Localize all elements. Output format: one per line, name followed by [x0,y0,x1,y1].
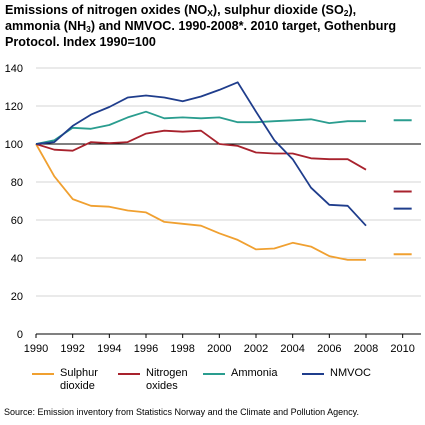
legend: Sulphur dioxide Nitrogen oxides Ammonia NMVOC [0,367,425,401]
x-tick-label: 1996 [134,343,158,355]
y-tick-label: 0 [17,329,23,341]
legend-label: Sulphur dioxide [60,367,98,393]
legend-swatch [302,373,324,375]
x-tick-label: 2008 [354,343,378,355]
legend-item-nitrogen-oxides: Nitrogen oxides [118,367,188,393]
title-line-3: Protocol. Index 1990=100 [5,35,156,49]
legend-label-line: NMVOC [330,367,371,379]
legend-label-line: dioxide [60,380,95,392]
legend-label: Nitrogen oxides [146,367,188,393]
series-line-nmvoc [35,81,367,227]
legend-label-line: Sulphur [60,367,98,379]
y-axis-ticks: 0 20 40 60 80 100 120 140 [5,63,23,341]
x-tick-label: 1998 [170,343,194,355]
legend-swatch [32,373,54,375]
gridlines [36,67,421,335]
legend-label: Ammonia [231,367,277,380]
x-axis-ticks: 1990 1992 1994 1996 1998 2000 2002 2004 2006 2008… [24,334,415,355]
legend-label-line: Ammonia [231,367,278,379]
title-line-1: Emissions of nitrogen oxides (NOX), sulp… [5,3,357,18]
x-tick-label: 2004 [280,343,304,355]
y-tick-label: 120 [5,101,23,113]
legend-swatch [203,373,225,375]
target-markers [393,119,412,256]
legend-label-line: Nitrogen [146,367,188,379]
x-tick-label: 2010 [390,343,414,355]
series-line-nitrogen-oxides [35,129,367,171]
legend-item-ammonia: Ammonia [203,367,277,380]
series-lines [35,81,367,261]
title-line-2: ammonia (NH3) and NMVOC. 1990-2008*. 201… [5,19,397,34]
x-tick-label: 2002 [244,343,268,355]
y-tick-label: 20 [11,291,23,303]
y-tick-label: 60 [11,215,23,227]
series-line-sulphur-dioxide [35,143,366,261]
legend-item-nmvoc: NMVOC [302,367,371,380]
legend-label-line: oxides [146,380,178,392]
legend-item-sulphur-dioxide: Sulphur dioxide [32,367,98,393]
x-tick-label: 1990 [24,343,48,355]
y-tick-label: 140 [5,63,23,75]
source-note: Source: Emission inventory from Statisti… [4,407,359,417]
legend-swatch [118,373,140,375]
y-tick-label: 80 [11,177,23,189]
x-tick-label: 1992 [60,343,84,355]
chart-title: Emissions of nitrogen oxides (NOX), sulp… [5,2,420,50]
y-tick-label: 40 [11,253,23,265]
x-tick-label: 1994 [97,343,121,355]
y-tick-label: 100 [5,139,23,151]
x-tick-label: 2000 [207,343,231,355]
legend-label: NMVOC [330,367,371,380]
series-line-ammonia [35,110,366,145]
x-tick-label: 2006 [317,343,341,355]
